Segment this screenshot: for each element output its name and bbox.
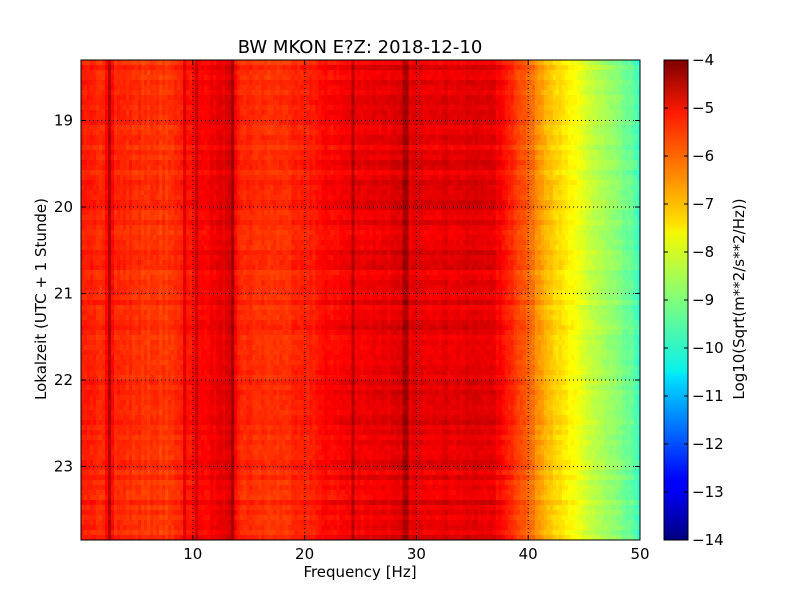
- colorbar-tick-label: −9: [692, 291, 714, 309]
- y-tick-label: 23: [54, 457, 73, 475]
- colorbar-tick-label: −4: [692, 51, 714, 69]
- colorbar-tick-label: −11: [692, 387, 724, 405]
- colorbar-tick-label: −6: [692, 147, 714, 165]
- colorbar-tick-label: −8: [692, 243, 714, 261]
- x-tick-label: 10: [183, 545, 202, 563]
- y-tick-label: 20: [54, 198, 73, 216]
- y-axis-label: Lokalzeit (UTC + 1 Stunde): [32, 198, 50, 400]
- colorbar-tick-label: −10: [692, 339, 724, 357]
- colorbar-tick-label: −7: [692, 195, 714, 213]
- x-tick-label: 40: [519, 545, 538, 563]
- colorbar-tick-label: −13: [692, 483, 724, 501]
- colorbar-tick-label: −14: [692, 531, 724, 549]
- colorbar-label: Log10(Sqrt(m**2/s**2/Hz)): [730, 198, 748, 399]
- y-tick-label: 19: [54, 112, 73, 130]
- spectrogram-image: [81, 60, 641, 541]
- y-tick-label: 21: [54, 285, 73, 303]
- x-tick-label: 50: [630, 545, 649, 563]
- x-tick-label: 30: [407, 545, 426, 563]
- colorbar-tick-label: −5: [692, 99, 714, 117]
- x-axis-label: Frequency [Hz]: [303, 563, 416, 581]
- x-tick-label: 20: [295, 545, 314, 563]
- chart-title: BW MKON E?Z: 2018-12-10: [238, 37, 483, 58]
- colorbar-tick-label: −12: [692, 435, 724, 453]
- y-tick-label: 22: [54, 371, 73, 389]
